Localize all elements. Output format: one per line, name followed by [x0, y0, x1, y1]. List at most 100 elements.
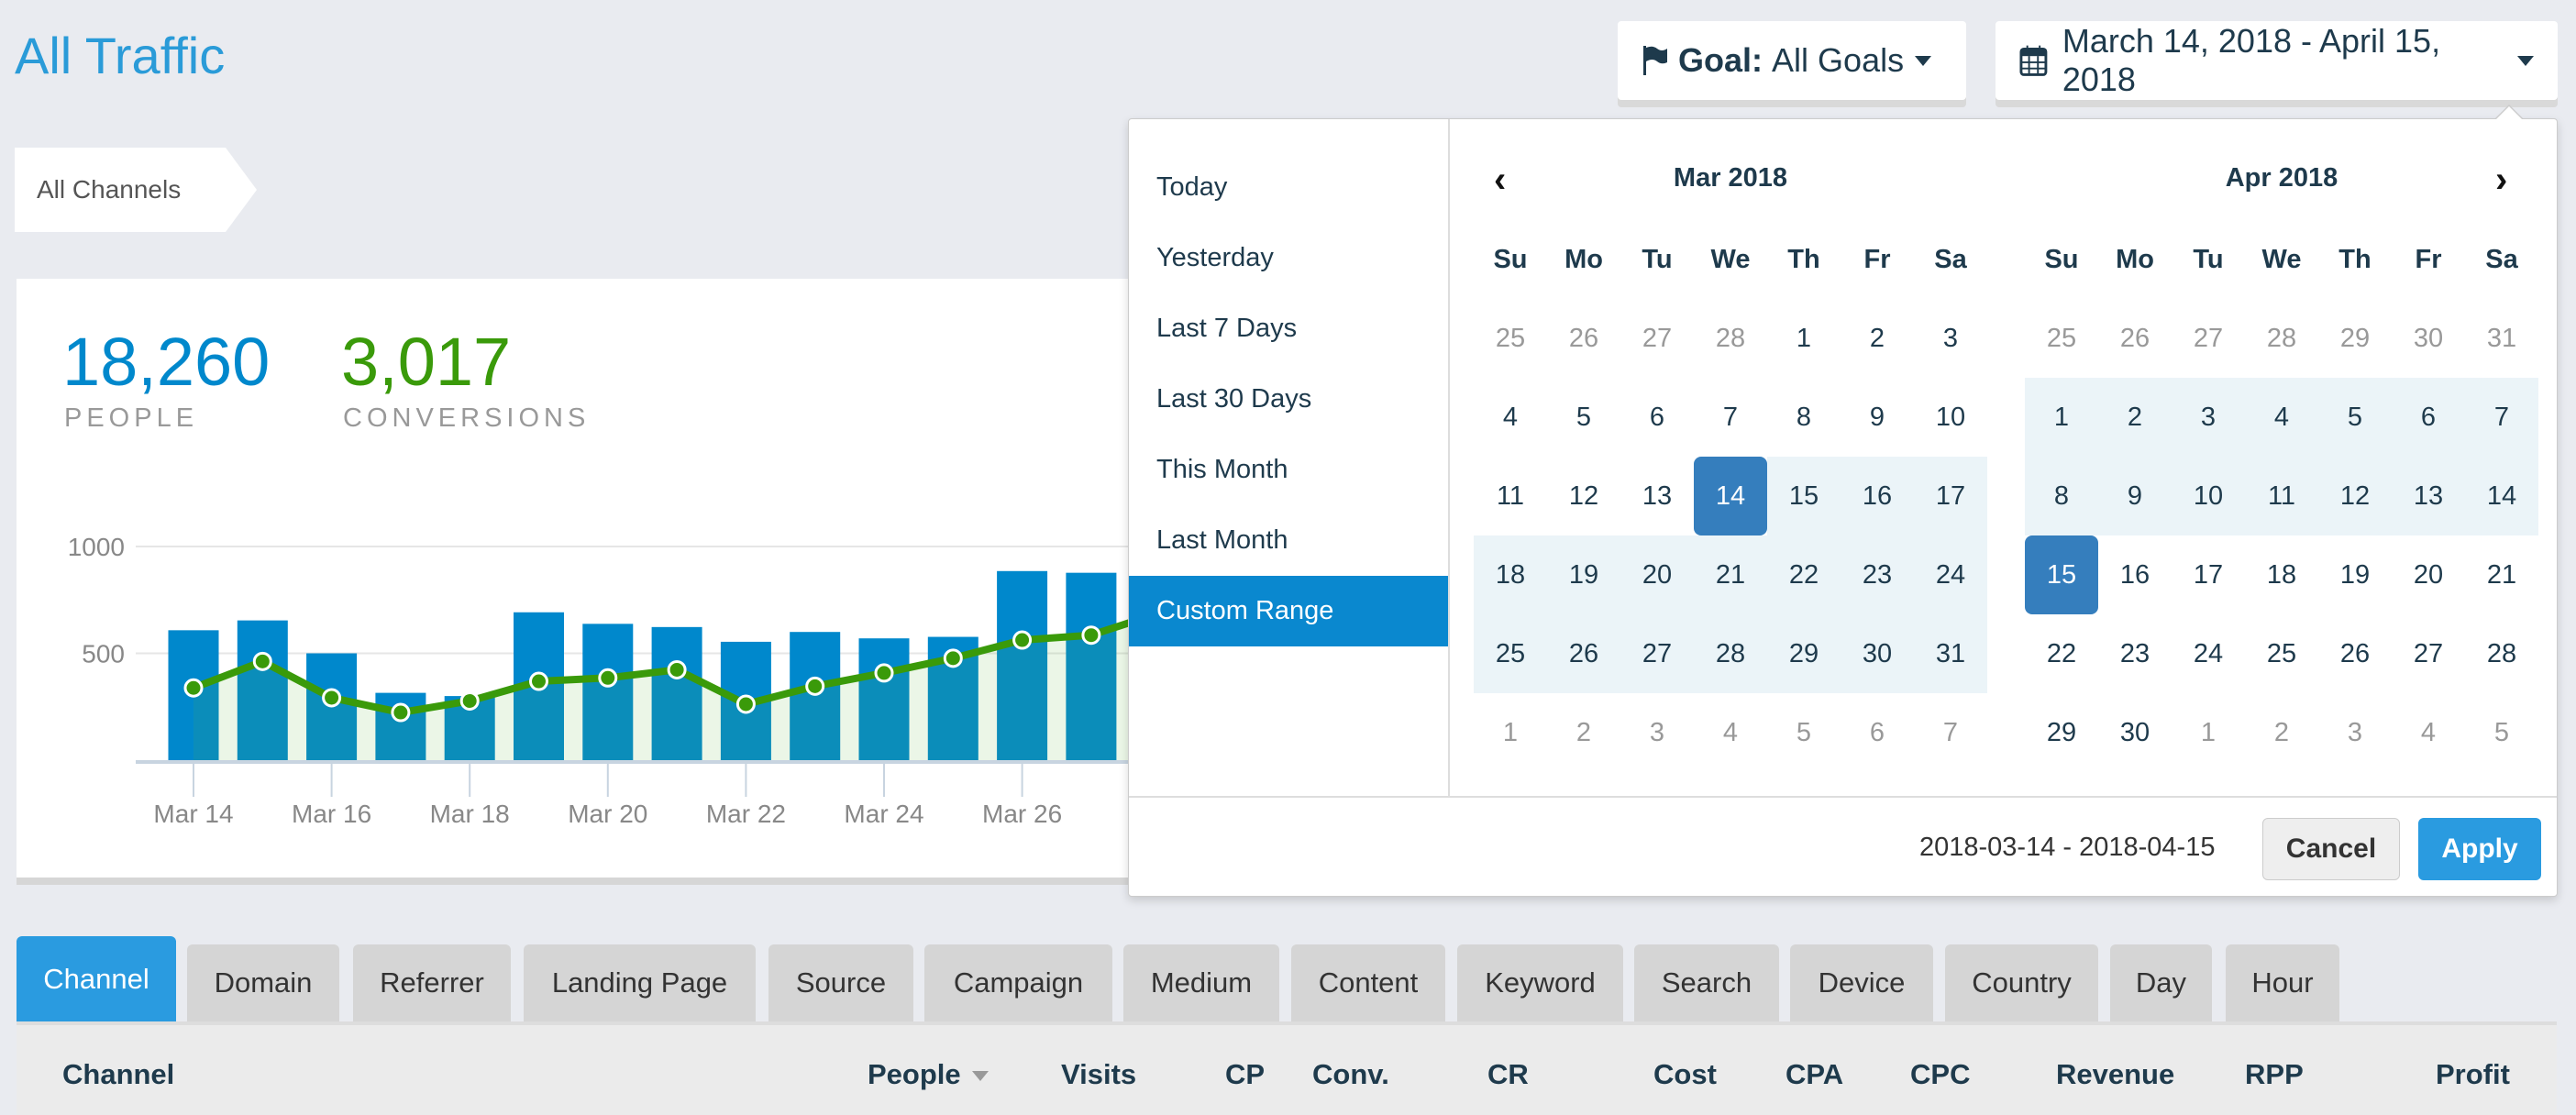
calendar-day[interactable]: 13: [1642, 480, 1673, 511]
column-header-cpa[interactable]: CPA: [1786, 1058, 1844, 1090]
tab-search[interactable]: Search: [1634, 944, 1779, 1021]
calendar-day[interactable]: 29: [2339, 323, 2371, 353]
calendar-day[interactable]: 14: [2465, 457, 2538, 535]
tab-channel[interactable]: Channel: [17, 936, 176, 1021]
calendar-day[interactable]: 7: [1722, 402, 1739, 432]
column-header-people[interactable]: People: [868, 1058, 989, 1091]
calendar-day[interactable]: 6: [1869, 717, 1885, 747]
calendar-day[interactable]: 4: [1502, 402, 1519, 432]
calendar-day[interactable]: 3: [1942, 323, 1959, 353]
calendar-day[interactable]: 11: [2245, 457, 2318, 535]
calendar-day[interactable]: 26: [1568, 323, 1599, 353]
calendar-day[interactable]: 21: [1694, 535, 1767, 614]
calendar-day[interactable]: 30: [2413, 323, 2444, 353]
prev-month-icon[interactable]: ‹: [1494, 160, 1507, 200]
tab-day[interactable]: Day: [2110, 944, 2212, 1021]
range-last-month[interactable]: Last Month: [1156, 525, 1288, 555]
calendar-day[interactable]: 27: [2193, 323, 2224, 353]
column-header-conv[interactable]: Conv.: [1312, 1058, 1389, 1090]
calendar-day[interactable]: 16: [2119, 559, 2150, 590]
tab-medium[interactable]: Medium: [1123, 944, 1279, 1021]
breadcrumb-all-channels[interactable]: All Channels: [15, 148, 257, 232]
calendar-day[interactable]: 25: [2046, 323, 2077, 353]
calendar-day[interactable]: 3: [1649, 717, 1665, 747]
calendar-day[interactable]: 6: [1649, 402, 1665, 432]
calendar-day[interactable]: 6: [2392, 378, 2465, 457]
calendar-day[interactable]: 22: [1767, 535, 1841, 614]
calendar-day[interactable]: 5: [2493, 717, 2510, 747]
column-header-channel[interactable]: Channel: [62, 1058, 175, 1090]
column-header-cost[interactable]: Cost: [1653, 1058, 1717, 1090]
calendar-day[interactable]: 31: [1914, 614, 1987, 693]
calendar-day[interactable]: 11: [1496, 480, 1525, 511]
column-header-cp[interactable]: CP: [1225, 1058, 1266, 1090]
calendar-day[interactable]: 20: [2413, 559, 2444, 590]
calendar-day[interactable]: 5: [1796, 717, 1812, 747]
calendar-day[interactable]: 17: [2193, 559, 2224, 590]
calendar-day[interactable]: 3: [2172, 378, 2245, 457]
tab-campaign[interactable]: Campaign: [924, 944, 1112, 1021]
calendar-day[interactable]: 28: [1715, 323, 1746, 353]
range-this-month[interactable]: This Month: [1156, 455, 1288, 484]
calendar-day[interactable]: 12: [2318, 457, 2392, 535]
calendar-day[interactable]: 18: [2266, 559, 2297, 590]
calendar-day[interactable]: 3: [2347, 717, 2363, 747]
next-month-icon[interactable]: ›: [2495, 160, 2508, 200]
calendar-day[interactable]: 23: [1841, 535, 1914, 614]
tab-referrer[interactable]: Referrer: [353, 944, 511, 1021]
calendar-day[interactable]: 31: [2486, 323, 2517, 353]
calendar-day[interactable]: 10: [1935, 402, 1966, 432]
column-header-rpp[interactable]: RPP: [2245, 1058, 2304, 1090]
calendar-day[interactable]: 4: [2245, 378, 2318, 457]
tab-device[interactable]: Device: [1790, 944, 1933, 1021]
range-last-7-days[interactable]: Last 7 Days: [1156, 314, 1298, 343]
calendar-day[interactable]: 19: [1547, 535, 1620, 614]
calendar-day[interactable]: 15: [1767, 457, 1841, 535]
calendar-day[interactable]: 23: [2119, 638, 2150, 668]
calendar-day[interactable]: 7: [2465, 378, 2538, 457]
calendar-day[interactable]: 4: [1722, 717, 1739, 747]
calendar-day[interactable]: 28: [1694, 614, 1767, 693]
column-header-cpc[interactable]: CPC: [1910, 1058, 1971, 1090]
calendar-day[interactable]: 1: [1502, 717, 1519, 747]
calendar-day[interactable]: 25: [2266, 638, 2297, 668]
column-header-profit[interactable]: Profit: [2436, 1058, 2510, 1090]
date-range-dropdown[interactable]: March 14, 2018 - April 15, 2018: [1996, 21, 2558, 100]
calendar-day[interactable]: 27: [2413, 638, 2444, 668]
tab-landing-page[interactable]: Landing Page: [524, 944, 756, 1021]
tab-hour[interactable]: Hour: [2226, 944, 2339, 1021]
calendar-day[interactable]: 1: [1796, 323, 1812, 353]
calendar-day[interactable]: 2: [2273, 717, 2290, 747]
calendar-day[interactable]: 27: [1620, 614, 1694, 693]
calendar-day[interactable]: 24: [1914, 535, 1987, 614]
calendar-day[interactable]: 26: [2119, 323, 2150, 353]
calendar-day[interactable]: 17: [1914, 457, 1987, 535]
cancel-button[interactable]: Cancel: [2262, 818, 2400, 880]
range-custom-range[interactable]: Custom Range: [1129, 576, 1448, 646]
calendar-day[interactable]: 13: [2392, 457, 2465, 535]
calendar-day[interactable]: 5: [2318, 378, 2392, 457]
calendar-day[interactable]: 7: [1942, 717, 1959, 747]
calendar-day[interactable]: 26: [1547, 614, 1620, 693]
calendar-day[interactable]: 10: [2172, 457, 2245, 535]
calendar-day[interactable]: 25: [1474, 614, 1547, 693]
goal-dropdown[interactable]: Goal: All Goals: [1618, 21, 1966, 100]
calendar-day[interactable]: 2: [1869, 323, 1885, 353]
calendar-day[interactable]: 16: [1841, 457, 1914, 535]
calendar-day[interactable]: 30: [1841, 614, 1914, 693]
calendar-day[interactable]: 21: [2486, 559, 2517, 590]
calendar-day[interactable]: 29: [2046, 717, 2077, 747]
calendar-day[interactable]: 20: [1620, 535, 1694, 614]
calendar-day[interactable]: 1: [2025, 378, 2098, 457]
calendar-day[interactable]: 30: [2119, 717, 2150, 747]
range-today[interactable]: Today: [1156, 172, 1228, 202]
calendar-day[interactable]: 4: [2420, 717, 2437, 747]
calendar-day[interactable]: 15: [2025, 535, 2098, 614]
tab-source[interactable]: Source: [768, 944, 913, 1021]
calendar-day[interactable]: 8: [2025, 457, 2098, 535]
range-last-30-days[interactable]: Last 30 Days: [1156, 384, 1312, 414]
calendar-day[interactable]: 5: [1575, 402, 1592, 432]
calendar-day[interactable]: 12: [1568, 480, 1599, 511]
calendar-day[interactable]: 29: [1767, 614, 1841, 693]
tab-content[interactable]: Content: [1291, 944, 1445, 1021]
